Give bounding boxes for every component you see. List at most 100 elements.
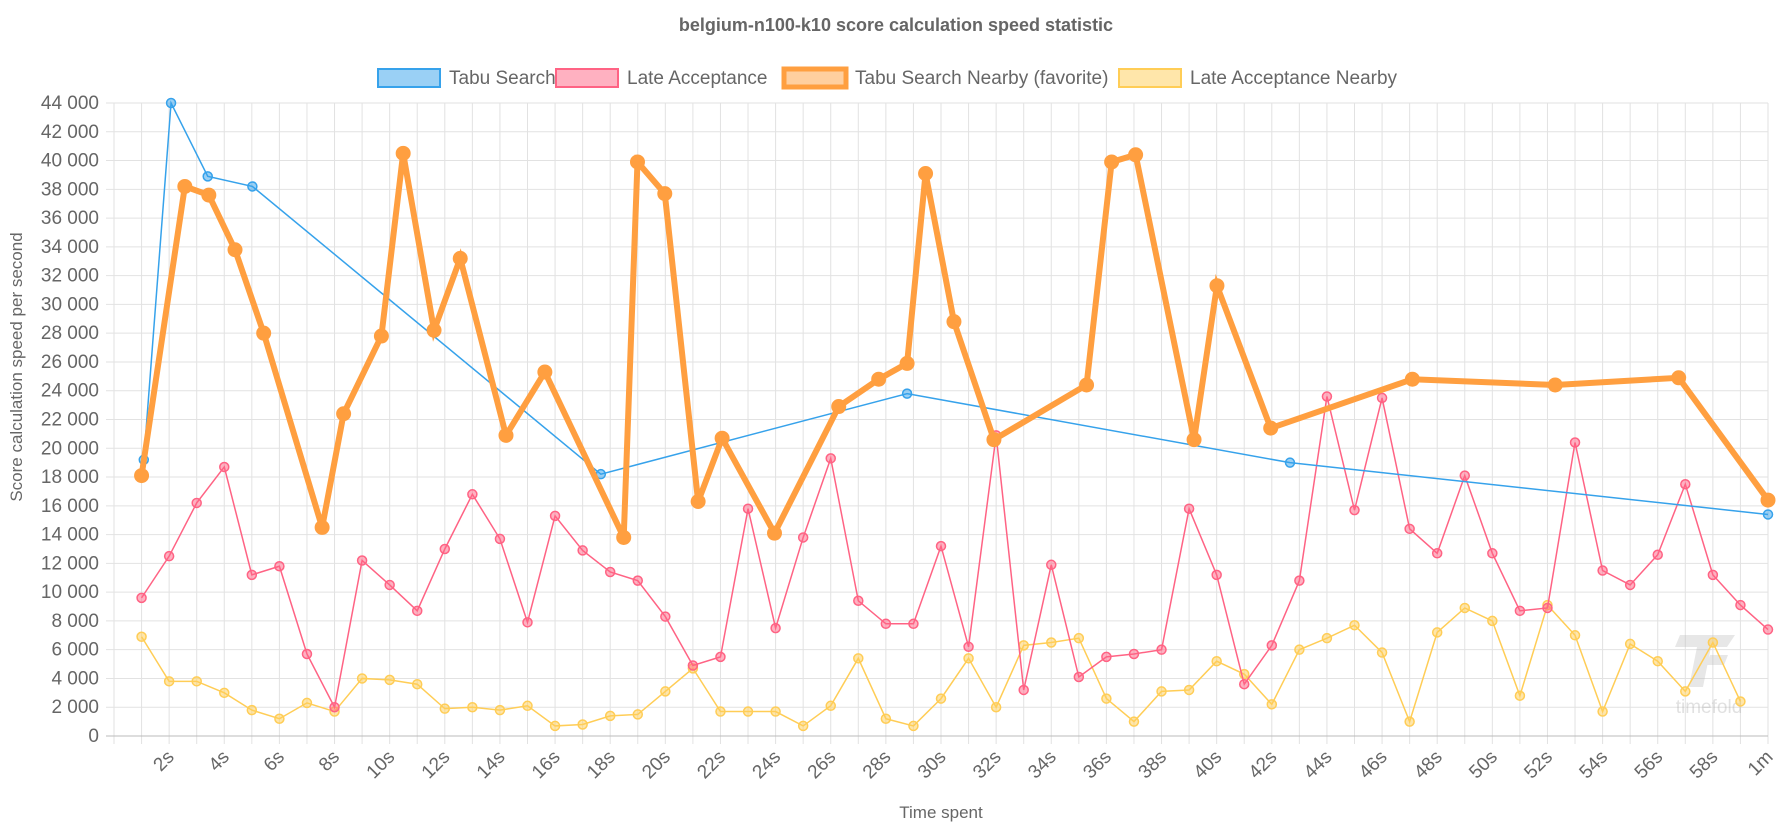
data-point (1680, 478, 1691, 490)
legend: Tabu Search Late Acceptance Tabu Search Ne… (377, 66, 1398, 90)
data-point (1128, 147, 1144, 163)
data-point (963, 653, 974, 664)
legend-swatch (781, 66, 849, 90)
data-point (1294, 575, 1305, 586)
data-point (1046, 637, 1057, 648)
data-point (1431, 548, 1443, 559)
data-point (247, 181, 258, 192)
x-tick-label: 12s (418, 747, 455, 784)
data-point (1266, 640, 1278, 651)
x-tick-label: 8s (315, 747, 344, 776)
data-point (629, 154, 645, 170)
data-point (301, 648, 313, 660)
data-point (256, 325, 272, 341)
y-axis-ticks: 0 2 000 4 000 6 000 8 000 10 000 12 000 14 000 1… (41, 93, 99, 747)
data-point (1569, 437, 1581, 448)
data-point (1211, 655, 1222, 667)
data-point (1321, 632, 1333, 644)
data-point (1547, 377, 1563, 393)
data-point (1018, 640, 1029, 651)
data-point (1156, 686, 1167, 697)
data-point (1597, 706, 1608, 717)
data-point (165, 97, 177, 109)
data-point (963, 641, 974, 653)
data-point (1514, 690, 1526, 701)
y-tick-label: 30 000 (41, 294, 99, 315)
data-point (1431, 627, 1443, 638)
y-tick-label: 6 000 (51, 640, 99, 661)
x-tick-label: 28s (859, 747, 896, 784)
data-point (577, 545, 588, 556)
data-point (494, 704, 506, 716)
data-point (336, 406, 352, 422)
data-point (201, 187, 217, 203)
x-tick-label: 40s (1190, 747, 1227, 784)
legend-item[interactable]: Tabu Search Nearby (favorite) (781, 66, 1108, 90)
data-point (742, 706, 754, 717)
watermark-logo: timefold (1675, 635, 1742, 718)
y-tick-label: 32 000 (41, 266, 99, 287)
y-tick-label: 20 000 (41, 438, 99, 459)
y-tick-label: 22 000 (41, 410, 99, 431)
chart-title: belgium-n100-k10 score calculation speed… (679, 15, 1113, 35)
y-tick-label: 44 000 (41, 93, 99, 114)
x-tick-label: 4s (205, 747, 234, 776)
x-tick-label: 58s (1686, 747, 1723, 784)
data-point (1376, 647, 1388, 658)
data-point (901, 388, 913, 399)
data-point (1404, 371, 1420, 387)
legend-item[interactable]: Late Acceptance Nearby (1118, 68, 1398, 89)
data-point (274, 560, 285, 572)
data-point (1183, 684, 1195, 696)
x-tick-label: 2s (150, 747, 179, 776)
data-point (880, 618, 892, 630)
grid (106, 102, 1769, 744)
y-tick-label: 18 000 (41, 467, 99, 488)
data-point (1101, 693, 1112, 704)
legend-label: Late Acceptance Nearby (1190, 68, 1398, 89)
data-point (1046, 559, 1057, 571)
y-tick-label: 40 000 (41, 151, 99, 172)
data-point (411, 678, 423, 690)
data-point (880, 713, 892, 724)
data-point (1018, 684, 1029, 696)
data-point (1349, 504, 1360, 516)
data-point (825, 453, 836, 464)
data-point (301, 697, 313, 709)
legend-item[interactable]: Tabu Search (377, 68, 556, 89)
y-tick-label: 24 000 (41, 381, 99, 402)
data-point (1404, 523, 1415, 535)
data-point (1156, 644, 1167, 655)
data-point (1266, 699, 1278, 710)
data-point (384, 579, 395, 591)
data-point (1263, 420, 1279, 436)
x-tick-label: 22s (693, 747, 730, 784)
data-point (1652, 655, 1663, 667)
data-point (191, 676, 202, 687)
series-line (140, 396, 1769, 710)
legend-label: Late Acceptance (627, 68, 768, 89)
data-point (439, 703, 451, 714)
data-point (329, 701, 340, 713)
x-tick-label: 20s (638, 747, 675, 784)
x-tick-label: 44s (1300, 747, 1337, 784)
x-tick-label: 10s (363, 747, 400, 784)
legend-item[interactable]: Late Acceptance (555, 68, 768, 89)
data-point (219, 687, 230, 699)
data-point (1735, 599, 1746, 611)
data-point (1624, 579, 1636, 591)
data-point (1404, 716, 1415, 727)
x-tick-label: 30s (914, 747, 951, 784)
x-tick-label: 54s (1576, 747, 1613, 784)
y-tick-label: 12 000 (41, 553, 99, 574)
y-tick-label: 34 000 (41, 237, 99, 258)
data-point (908, 720, 919, 732)
series-layer (134, 97, 1776, 732)
data-point (314, 519, 330, 535)
data-point (219, 461, 230, 473)
data-point (1671, 370, 1687, 386)
data-point (770, 706, 781, 717)
data-point (549, 720, 561, 732)
data-point (657, 186, 673, 202)
data-point (1569, 630, 1581, 641)
